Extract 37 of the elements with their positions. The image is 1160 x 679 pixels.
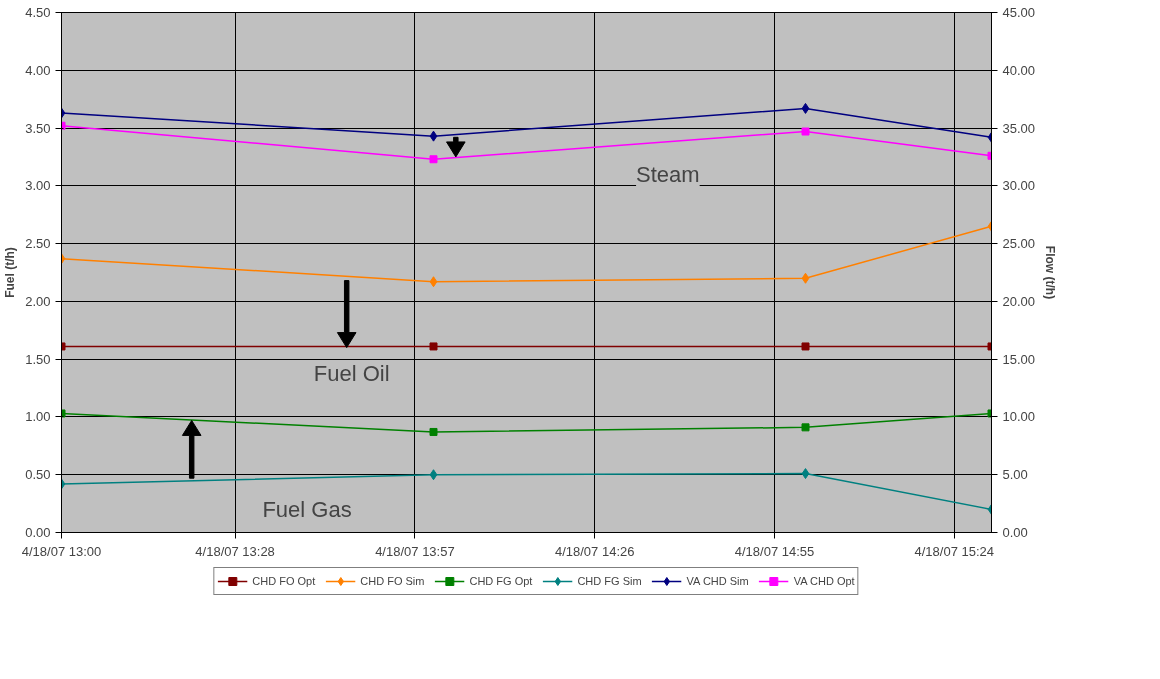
y2-tick-label: 35.00 <box>1002 120 1036 136</box>
y2-tick-label: 0.00 <box>1002 525 1028 540</box>
x-tick-label: 4/18/07 15:24 <box>914 543 995 559</box>
annotation: Fuel Oil <box>313 360 390 386</box>
legend-label: VA CHD Sim <box>686 575 749 587</box>
y2-tick-label: 40.00 <box>1002 62 1036 78</box>
x-tick-label: 4/18/07 13:00 <box>21 543 102 559</box>
y2-tick-label: 30.00 <box>1002 178 1036 194</box>
annotation: Steam <box>636 161 700 187</box>
y-tick-label: 4.00 <box>25 62 51 78</box>
legend-label: CHD FG Opt <box>469 575 533 587</box>
y-tick-label: 0.00 <box>25 525 51 540</box>
y2-tick-label: 15.00 <box>1002 351 1036 367</box>
x-tick-label: 4/18/07 14:55 <box>734 543 815 559</box>
legend-label: CHD FO Sim <box>360 575 425 587</box>
y-tick-label: 2.50 <box>25 236 51 252</box>
y2-tick-label: 45.00 <box>1002 5 1036 20</box>
y2-axis-title: Flow (t/h) <box>1043 245 1058 300</box>
y-tick-label: 3.00 <box>25 178 51 194</box>
y2-tick-label: 20.00 <box>1002 293 1036 309</box>
x-tick-label: 4/18/07 14:26 <box>554 543 635 559</box>
y-tick-label: 1.00 <box>25 409 51 425</box>
legend-label: CHD FO Opt <box>252 575 316 587</box>
y-tick-label: 2.00 <box>25 293 51 309</box>
x-tick-label: 4/18/07 13:57 <box>375 543 455 559</box>
annotation: Fuel Gas <box>262 496 352 522</box>
legend-label: VA CHD Opt <box>793 575 855 587</box>
y-tick-label: 1.50 <box>25 351 51 367</box>
y2-tick-label: 5.00 <box>1002 467 1028 483</box>
y-tick-label: 4.50 <box>25 5 51 20</box>
legend-label: CHD FG Sim <box>577 575 642 587</box>
y-tick-label: 0.50 <box>25 467 51 483</box>
x-tick-label: 4/18/07 13:28 <box>195 543 275 559</box>
y-tick-label: 3.50 <box>25 120 51 136</box>
y-axis-title: Fuel (t/h) <box>3 247 18 298</box>
y2-tick-label: 25.00 <box>1002 236 1036 252</box>
y2-tick-label: 10.00 <box>1002 409 1036 425</box>
